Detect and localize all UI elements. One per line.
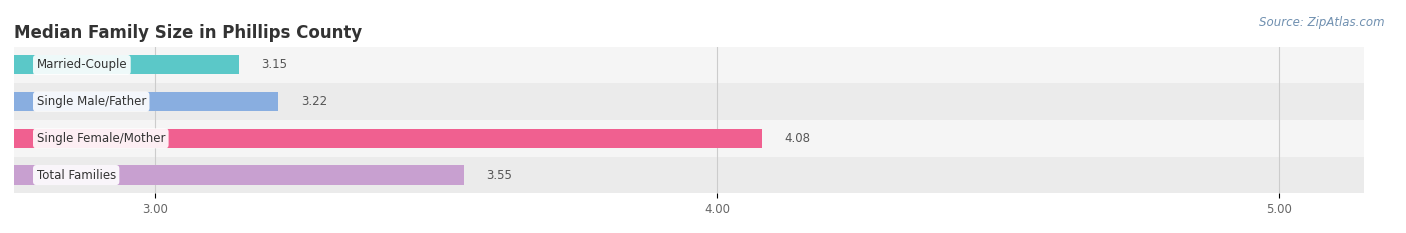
Bar	[14, 83, 1364, 120]
Text: Single Female/Mother: Single Female/Mother	[37, 132, 165, 145]
Bar	[14, 55, 239, 75]
Text: 4.08: 4.08	[785, 132, 810, 145]
Text: Median Family Size in Phillips County: Median Family Size in Phillips County	[14, 24, 363, 42]
Bar	[14, 129, 762, 148]
Text: Source: ZipAtlas.com: Source: ZipAtlas.com	[1260, 16, 1385, 29]
Text: 3.55: 3.55	[486, 168, 512, 182]
Bar	[14, 165, 464, 185]
Bar	[14, 47, 1364, 83]
Text: 3.22: 3.22	[301, 95, 328, 108]
Text: Total Families: Total Families	[37, 168, 115, 182]
Text: Single Male/Father: Single Male/Father	[37, 95, 146, 108]
Text: 3.15: 3.15	[262, 58, 287, 72]
Bar	[14, 157, 1364, 193]
Bar	[14, 120, 1364, 157]
Text: Married-Couple: Married-Couple	[37, 58, 127, 72]
Bar	[14, 92, 278, 111]
